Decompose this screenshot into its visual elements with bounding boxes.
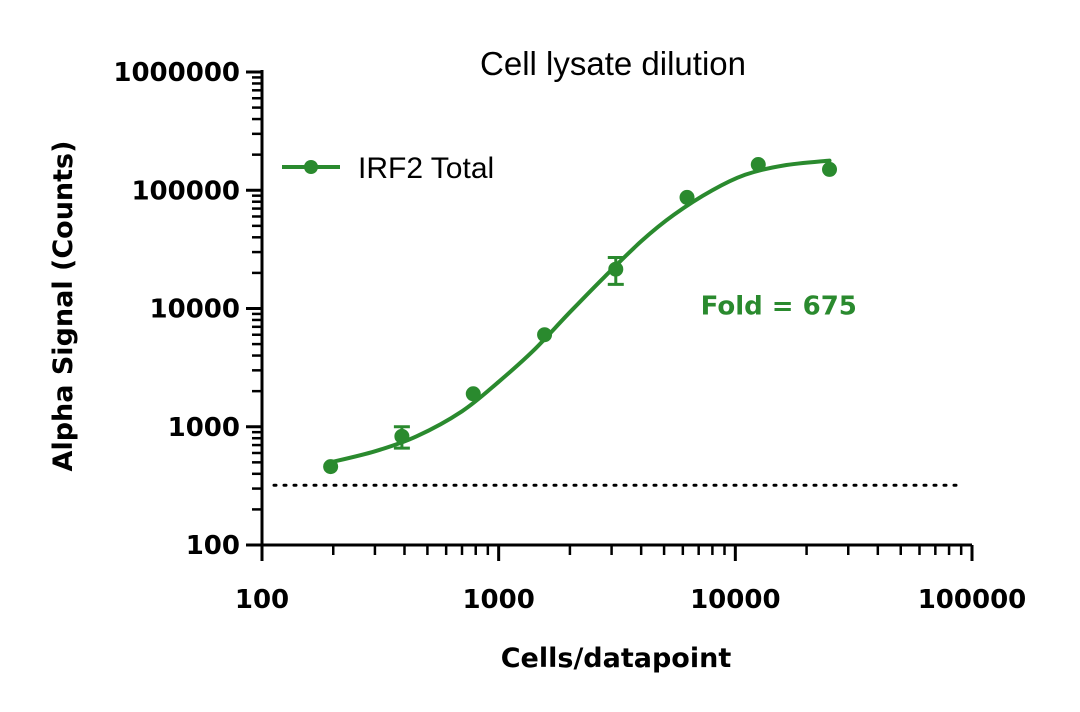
data-point xyxy=(465,386,481,402)
data-point xyxy=(750,157,766,173)
y-axis-title: Alpha Signal (Counts) xyxy=(48,141,79,472)
data-point xyxy=(394,428,410,444)
legend-label: IRF2 Total xyxy=(358,152,494,185)
y-tick-label: 1000000 xyxy=(113,58,240,88)
legend-marker xyxy=(304,160,318,174)
data-point xyxy=(679,189,695,205)
x-ticks: 100 1000 10000 100000 xyxy=(235,545,1026,615)
legend: IRF2 Total xyxy=(282,152,494,185)
fold-annotation: Fold = 675 xyxy=(701,292,857,322)
x-axis-title: Cells/datapoint xyxy=(501,643,732,674)
x-tick-label: 1000 xyxy=(462,585,534,615)
y-tick-label: 100000 xyxy=(131,176,240,206)
data-point xyxy=(537,327,553,343)
y-ticks: 100 1000 10000 100000 1000000 xyxy=(113,58,262,561)
data-point xyxy=(608,261,624,277)
y-tick-label: 10000 xyxy=(150,295,240,325)
x-tick-label: 10000 xyxy=(690,585,780,615)
y-tick-label: 100 xyxy=(186,531,240,561)
data-point xyxy=(323,459,339,475)
data-point xyxy=(822,161,838,177)
x-tick-label: 100000 xyxy=(918,585,1027,615)
x-tick-label: 100 xyxy=(235,585,289,615)
plot-area xyxy=(272,157,964,487)
fit-curve xyxy=(328,158,832,465)
y-tick-label: 1000 xyxy=(168,413,240,443)
chart-title: Cell lysate dilution xyxy=(480,45,746,82)
